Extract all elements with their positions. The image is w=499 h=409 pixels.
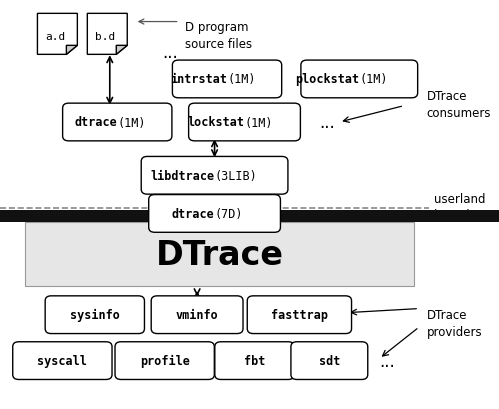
Text: sysinfo: sysinfo — [70, 308, 120, 321]
Text: profile: profile — [140, 354, 190, 367]
FancyBboxPatch shape — [301, 61, 418, 99]
Text: DTrace
consumers: DTrace consumers — [427, 89, 491, 119]
FancyBboxPatch shape — [115, 342, 215, 380]
FancyBboxPatch shape — [173, 61, 281, 99]
Text: (1M): (1M) — [359, 73, 388, 86]
Text: userland: userland — [434, 192, 486, 205]
Text: syscall: syscall — [37, 354, 87, 367]
Text: (1M): (1M) — [227, 73, 255, 86]
Text: vminfo: vminfo — [176, 308, 219, 321]
Text: (3LIB): (3LIB) — [215, 169, 257, 182]
FancyBboxPatch shape — [25, 223, 414, 286]
FancyBboxPatch shape — [291, 342, 368, 380]
FancyBboxPatch shape — [189, 104, 300, 142]
FancyBboxPatch shape — [45, 296, 145, 334]
Text: DTrace
providers: DTrace providers — [427, 308, 482, 338]
Text: ...: ... — [162, 44, 178, 62]
FancyBboxPatch shape — [151, 296, 243, 334]
Text: (1M): (1M) — [245, 116, 273, 129]
FancyBboxPatch shape — [141, 157, 288, 195]
Polygon shape — [66, 46, 77, 55]
Text: ...: ... — [319, 114, 335, 132]
Text: (1M): (1M) — [117, 116, 146, 129]
Text: libdtrace: libdtrace — [150, 169, 215, 182]
Text: plockstat: plockstat — [295, 73, 359, 86]
Text: lockstat: lockstat — [188, 116, 245, 129]
Text: fasttrap: fasttrap — [271, 308, 328, 321]
FancyBboxPatch shape — [62, 104, 172, 142]
Text: sdt: sdt — [319, 354, 340, 367]
Text: dtrace: dtrace — [74, 116, 117, 129]
Text: kernel: kernel — [434, 209, 471, 222]
Text: (7D): (7D) — [215, 207, 243, 220]
FancyBboxPatch shape — [247, 296, 351, 334]
Text: dtrace: dtrace — [172, 207, 215, 220]
FancyBboxPatch shape — [149, 195, 280, 233]
Text: b.d: b.d — [95, 32, 115, 42]
Text: ...: ... — [379, 352, 395, 370]
FancyBboxPatch shape — [0, 210, 499, 222]
Text: fbt: fbt — [244, 354, 265, 367]
FancyBboxPatch shape — [215, 342, 294, 380]
Text: intrstat: intrstat — [170, 73, 227, 86]
Text: a.d: a.d — [45, 32, 65, 42]
Text: D program
source files: D program source files — [185, 20, 252, 50]
Polygon shape — [116, 46, 127, 55]
Text: DTrace: DTrace — [156, 238, 283, 271]
Polygon shape — [37, 14, 77, 55]
Polygon shape — [87, 14, 127, 55]
FancyBboxPatch shape — [13, 342, 112, 380]
